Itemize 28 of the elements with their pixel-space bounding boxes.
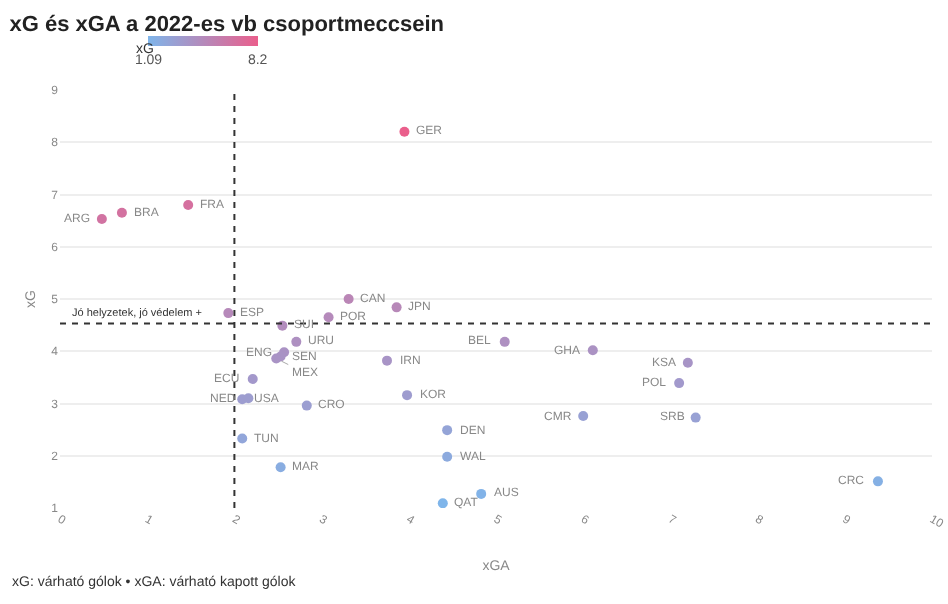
point [499,336,510,347]
point [437,498,448,508]
point [872,476,883,487]
point [442,425,453,436]
point [301,400,312,411]
point [291,336,302,347]
point [442,451,453,462]
chart-title: xG és xGA a 2022-es vb csoportmeccsein [9,12,445,37]
point [243,393,254,404]
point [183,199,194,210]
point [587,345,598,356]
point [237,433,248,444]
point [399,126,410,137]
point [275,462,286,473]
point [690,412,701,423]
point [402,390,413,401]
point [323,312,334,323]
point [476,488,487,499]
point [578,411,589,422]
point [391,302,402,313]
point [96,214,107,225]
point [382,355,392,366]
point [674,378,685,389]
point [682,357,693,368]
point [223,308,234,319]
point [247,373,258,384]
point [343,294,354,304]
point [116,207,127,218]
